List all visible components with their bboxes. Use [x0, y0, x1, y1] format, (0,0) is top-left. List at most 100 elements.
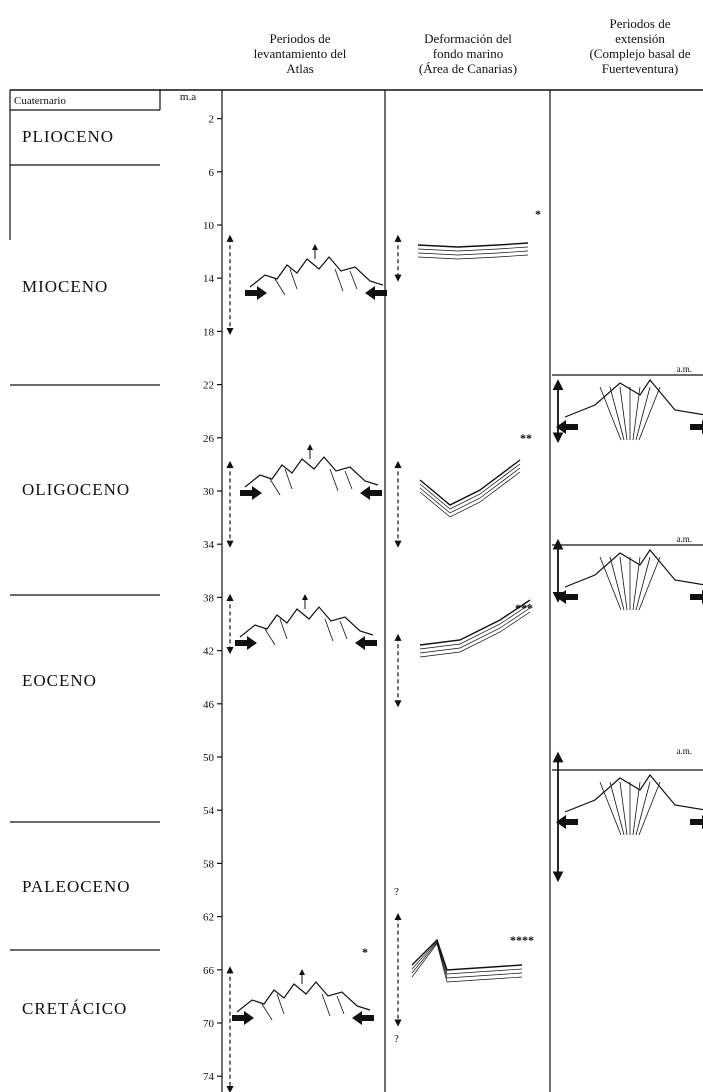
age-tick-label: 70 [203, 1018, 215, 1030]
age-tick-label: 66 [203, 965, 215, 977]
atlas-mark: * [362, 945, 368, 959]
column-header: Periodos de [609, 16, 670, 31]
age-tick-label: 10 [203, 220, 215, 232]
mountain-sketch [250, 257, 383, 287]
age-tick-label: 2 [209, 114, 215, 126]
fault-sketch [340, 621, 347, 639]
column-header: fondo marino [433, 46, 503, 61]
compression-arrow [556, 420, 578, 434]
sea-level-label: a.m. [677, 746, 693, 756]
age-tick-label: 54 [203, 805, 215, 817]
column-header: (Área de Canarias) [419, 61, 517, 76]
seafloor-sketch [420, 600, 530, 645]
fault-sketch [262, 1004, 272, 1020]
dike-sketch [633, 557, 640, 610]
compression-arrow [690, 815, 703, 829]
dike-sketch [633, 387, 640, 440]
age-tick-label: 42 [203, 646, 214, 658]
age-tick-label: 6 [209, 167, 215, 179]
column-header: Fuerteventura) [602, 61, 679, 76]
mountain-sketch [237, 982, 370, 1012]
dike-sketch [600, 557, 621, 610]
dike-sketch [639, 782, 660, 835]
deformation-mark: * [535, 207, 541, 221]
fault-sketch [265, 629, 275, 645]
compression-arrow [556, 590, 578, 604]
sea-level-label: a.m. [677, 364, 693, 374]
age-tick-label: 34 [203, 539, 215, 551]
column-header: extensión [615, 31, 665, 46]
dike-sketch [633, 782, 640, 835]
fault-sketch [335, 269, 343, 291]
horst-sketch [565, 775, 703, 812]
dike-sketch [610, 557, 624, 610]
fault-sketch [325, 619, 333, 641]
dike-sketch [636, 782, 650, 835]
fault-sketch [270, 479, 280, 495]
epoch-label: PALEOCENO [22, 877, 131, 896]
mountain-sketch [245, 457, 378, 487]
dike-sketch [600, 387, 621, 440]
dike-sketch [639, 557, 660, 610]
epoch-label: Cuaternario [14, 95, 66, 107]
compression-arrow [352, 1011, 374, 1025]
seafloor-sketch [418, 251, 528, 255]
sea-level-label: a.m. [677, 534, 693, 544]
seafloor-sketch [420, 468, 520, 513]
column-header: Deformación del [424, 31, 512, 46]
horst-sketch [565, 380, 703, 417]
compression-arrow [245, 286, 267, 300]
compression-arrow [232, 1011, 254, 1025]
uncertain-mark: ? [394, 1033, 399, 1045]
dike-sketch [610, 782, 624, 835]
dike-sketch [610, 387, 624, 440]
dike-sketch [636, 387, 650, 440]
epoch-label: MIOCENO [22, 277, 108, 296]
diagram: Periodos delevantamiento delAtlasDeforma… [0, 0, 703, 1092]
uncertain-mark: ? [394, 886, 399, 898]
deformation-mark: **** [510, 933, 534, 947]
age-unit: m.a [180, 91, 196, 103]
fault-sketch [350, 271, 357, 289]
age-tick-label: 58 [203, 858, 215, 870]
compression-arrow [690, 420, 703, 434]
seafloor-sketch [418, 255, 528, 259]
dike-sketch [600, 782, 621, 835]
fault-sketch [337, 996, 344, 1014]
column-header: Atlas [286, 61, 313, 76]
age-tick-label: 62 [203, 912, 214, 924]
age-tick-label: 46 [203, 699, 215, 711]
mountain-sketch [240, 607, 373, 637]
age-tick-label: 18 [203, 326, 215, 338]
seafloor-sketch [420, 460, 520, 505]
age-tick-label: 50 [203, 752, 215, 764]
compression-arrow [360, 486, 382, 500]
compression-arrow [365, 286, 387, 300]
fault-sketch [322, 994, 330, 1016]
fault-sketch [345, 471, 352, 489]
dike-sketch [620, 557, 627, 610]
seafloor-sketch [418, 243, 528, 247]
deformation-mark: *** [515, 601, 533, 615]
column-header: (Complejo basal de [589, 46, 690, 61]
age-tick-label: 14 [203, 273, 215, 285]
age-tick-label: 22 [203, 380, 214, 392]
column-header: levantamiento del [254, 46, 347, 61]
compression-arrow [556, 815, 578, 829]
fault-sketch [275, 279, 285, 295]
dike-sketch [620, 782, 627, 835]
epoch-label: CRETÁCICO [22, 999, 127, 1018]
age-tick-label: 30 [203, 486, 215, 498]
column-header: Periodos de [269, 31, 330, 46]
compression-arrow [355, 636, 377, 650]
dike-sketch [620, 387, 627, 440]
age-tick-label: 26 [203, 433, 215, 445]
seafloor-sketch [418, 247, 528, 251]
epoch-label: EOCENO [22, 671, 97, 690]
compression-arrow [235, 636, 257, 650]
epoch-label: OLIGOCENO [22, 480, 130, 499]
fault-sketch [330, 469, 338, 491]
horst-sketch [565, 550, 703, 587]
epoch-label: PLIOCENO [22, 127, 114, 146]
